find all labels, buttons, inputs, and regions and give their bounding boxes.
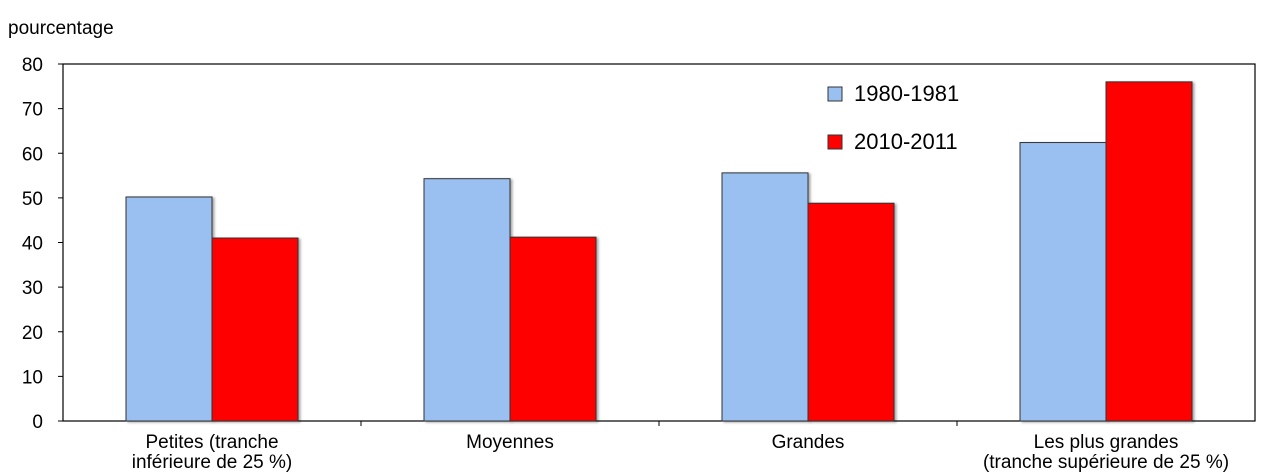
bar-series-2 <box>509 236 597 422</box>
y-tick-label: 20 <box>22 323 43 344</box>
plot-area: 0 10 20 30 40 50 60 70 80 Petites (trancheinférie… <box>22 55 1256 473</box>
bar-series-2 <box>1105 81 1193 422</box>
bar-series-1 <box>423 178 511 422</box>
y-tick-label: 0 <box>32 412 43 433</box>
x-category-label: Moyennes <box>466 432 554 453</box>
y-tick-label: 40 <box>22 234 43 255</box>
legend-label: 2010-2011 <box>854 129 958 154</box>
legend: 1980-1981 2010-2011 <box>827 81 959 154</box>
bar-series-1 <box>1019 142 1107 422</box>
y-tick-label: 10 <box>22 367 43 388</box>
x-category-label: inférieure de 25 %) <box>132 452 293 473</box>
y-axis-label: pourcentage <box>8 18 114 39</box>
y-tick-label: 30 <box>22 278 43 299</box>
y-tick-label: 60 <box>22 144 43 165</box>
bar-series-1 <box>125 196 213 422</box>
x-category-label: Grandes <box>772 432 845 453</box>
legend-swatch <box>827 86 843 102</box>
x-category-label: Petites (tranche <box>145 432 278 453</box>
x-category-label: (tranche supérieure de 25 %) <box>983 452 1229 473</box>
y-tick-label: 70 <box>22 100 43 121</box>
bar-series-1 <box>721 172 809 422</box>
x-category-label: Les plus grandes <box>1034 432 1179 453</box>
y-tick-label: 80 <box>22 55 43 76</box>
legend-swatch <box>827 134 843 150</box>
y-tick-label: 50 <box>22 189 43 210</box>
bar-series-2 <box>807 202 895 422</box>
bar-series-2 <box>211 237 299 422</box>
legend-label: 1980-1981 <box>854 81 959 106</box>
